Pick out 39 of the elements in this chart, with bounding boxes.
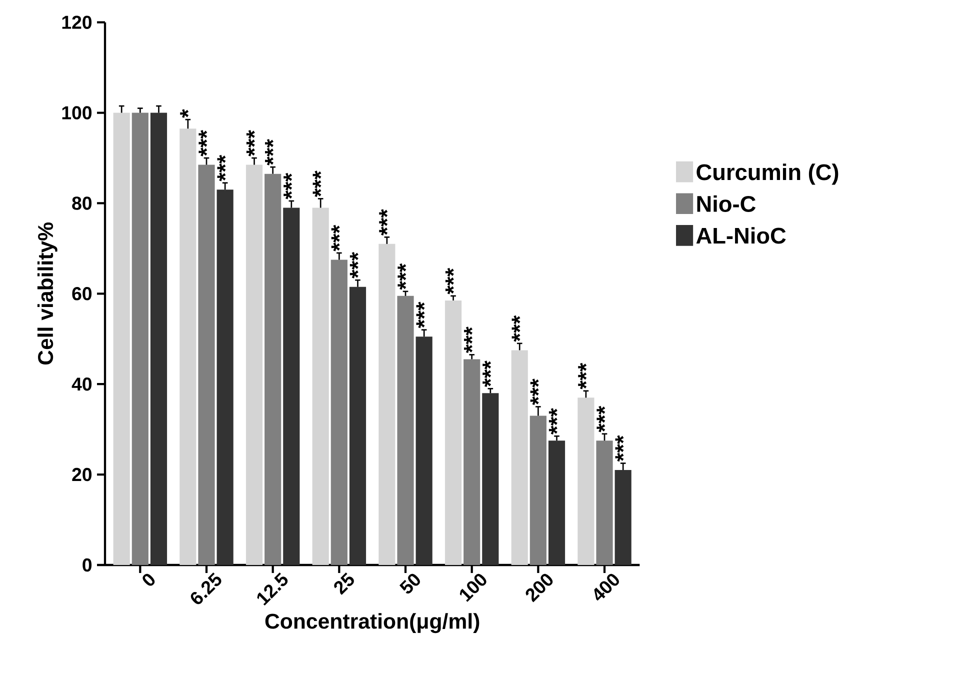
data-label: *** (482, 360, 492, 387)
data-label: *** (217, 154, 226, 182)
y-axis-title: Cell viability% (37, 222, 58, 365)
y-tick-label: 20 (72, 468, 92, 482)
legend-label: Nio-C (697, 195, 756, 212)
data-label: *** (512, 315, 520, 342)
data-label: * (180, 109, 189, 118)
data-label: *** (312, 170, 322, 198)
x-tick-label: 0 (142, 574, 155, 586)
data-label: *** (578, 362, 587, 390)
x-tick-label: 200 (526, 574, 553, 602)
data-label: *** (548, 408, 558, 434)
y-tick-label: 0 (82, 558, 92, 572)
x-axis-title: Concentration(μg/ml) (265, 613, 480, 634)
legend-label: AL-NioC (696, 227, 786, 244)
y-tick-label: 60 (72, 287, 92, 300)
x-tick-label: 25 (334, 572, 354, 595)
x-tick-label: 100 (460, 574, 486, 602)
data-label: *** (530, 378, 539, 406)
data-label: *** (398, 263, 406, 290)
data-label: *** (416, 302, 425, 328)
y-tick-label: 40 (72, 377, 92, 391)
data-label: *** (350, 252, 358, 278)
data-label: *** (284, 172, 292, 200)
data-label: *** (331, 224, 340, 252)
y-tick-label: 120 (62, 16, 92, 29)
data-label: *** (379, 209, 388, 236)
data-label: *** (198, 130, 208, 156)
data-label: *** (615, 435, 624, 462)
y-tick-label: 100 (62, 106, 92, 120)
data-label: *** (445, 268, 454, 294)
data-label: *** (265, 139, 274, 166)
y-tick-label: 80 (72, 196, 92, 210)
data-label: *** (464, 326, 472, 354)
data-label: *** (246, 130, 255, 156)
x-tick-label: 50 (399, 574, 420, 594)
legend-label: Curcumin (C) (696, 164, 838, 185)
data-label: *** (596, 406, 606, 432)
x-tick-label: 400 (594, 574, 619, 601)
